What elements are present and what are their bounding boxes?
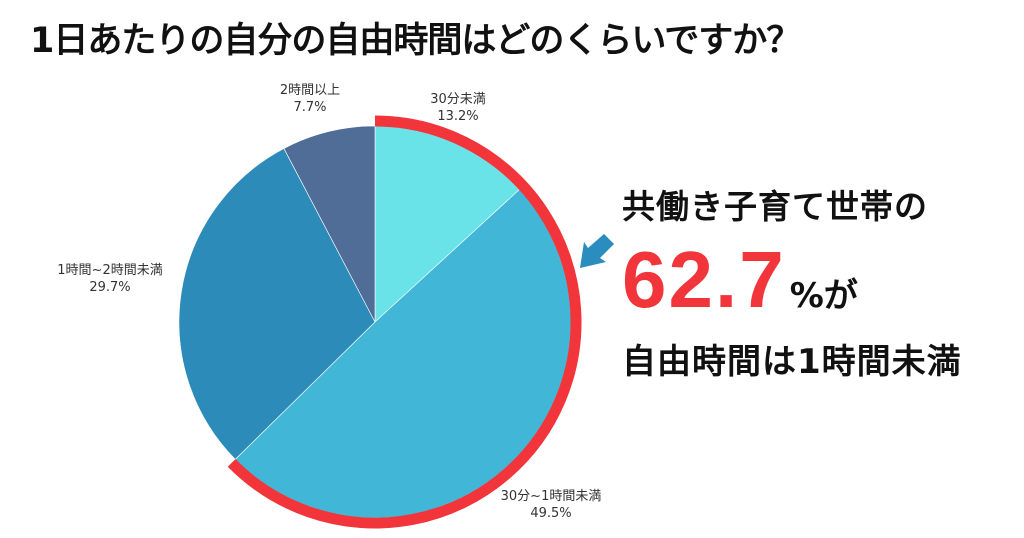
pie-slice <box>178 148 376 460</box>
callout-line-1: 共働き子育て世帯の <box>622 187 928 226</box>
callout-line-2: 62.7 %が <box>622 240 858 320</box>
slice-label-percent: 49.5% <box>530 506 572 521</box>
pie-slices <box>178 125 572 519</box>
slice-label-name: 2時間以上 <box>279 83 341 98</box>
arrow-icon <box>580 234 614 268</box>
highlight-arc <box>227 115 582 529</box>
slice-label-30min-1h: 30分~1時間未満 49.5% <box>501 488 602 522</box>
slice-label-name: 1時間~2時間未満 <box>57 263 163 278</box>
chart-title: 1日あたりの自分の自由時間はどのくらいですか？ <box>30 21 801 61</box>
slice-label-under-30min: 30分未満 13.2% <box>430 91 486 125</box>
callout-suffix: %が <box>789 276 858 316</box>
slice-label-percent: 13.2% <box>437 109 479 124</box>
slice-label-percent: 29.7% <box>89 280 131 295</box>
callout-percentage: 62.7 <box>622 235 786 324</box>
slice-label-name: 30分~1時間未満 <box>500 489 602 504</box>
slice-label-name: 30分未満 <box>430 92 486 107</box>
slice-label-1h-2h: 1時間~2時間未満 29.7% <box>57 262 162 296</box>
pie-slice <box>283 125 376 323</box>
slice-label-percent: 7.7% <box>293 100 327 115</box>
slice-label-2h-plus: 2時間以上 7.7% <box>280 82 340 116</box>
callout-line-3: 自由時間は1時間未満 <box>622 342 962 382</box>
